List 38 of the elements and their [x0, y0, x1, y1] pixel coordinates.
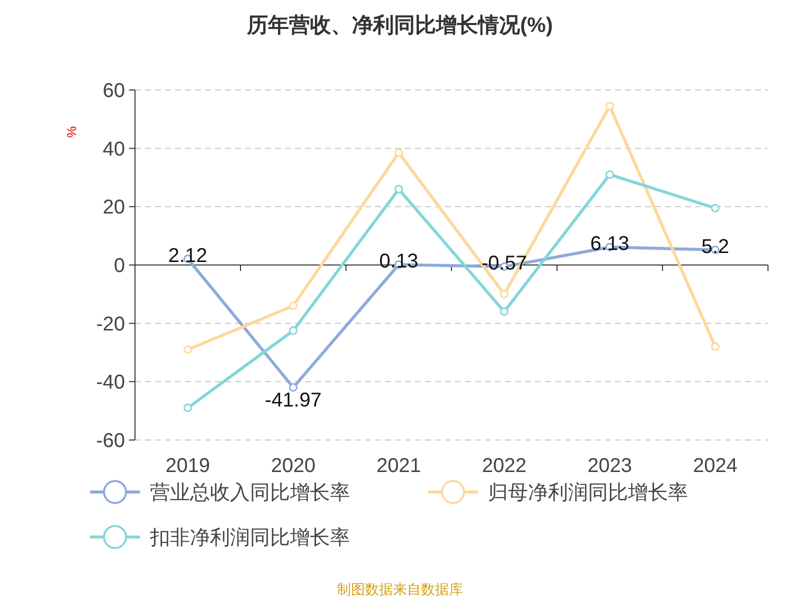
- y-tick-label: -40: [96, 372, 125, 394]
- point: [711, 204, 720, 212]
- x-tick-label: 2019: [166, 455, 210, 477]
- text: 制图数据来自数据库: [337, 581, 463, 597]
- data-label: 0.13: [379, 250, 418, 273]
- legend-label: 扣非净利润同比增长率: [149, 527, 350, 549]
- y-axis-title: %: [64, 126, 79, 138]
- point: [184, 345, 192, 354]
- point: [289, 326, 298, 335]
- x-tick-label: 2022: [482, 455, 526, 477]
- point: [500, 307, 508, 316]
- point: [289, 383, 298, 392]
- point: [500, 290, 508, 298]
- point: [606, 102, 614, 110]
- x-tick-label: 2020: [271, 455, 316, 477]
- data-label: 2.12: [168, 244, 208, 267]
- point: [606, 170, 614, 179]
- legend-label: 营业总收入同比增长率: [150, 482, 350, 504]
- y-tick-label: 40: [102, 138, 125, 160]
- point: [184, 404, 192, 412]
- x-tick-label: 2023: [588, 455, 632, 477]
- data-label: -41.97: [264, 389, 322, 412]
- legend-label: 归母净利润同比增长率: [488, 482, 688, 504]
- point: [711, 342, 720, 351]
- data-label: 6.13: [590, 233, 630, 256]
- data-label: 5.2: [701, 236, 730, 258]
- chart-title: 历年营收、净利同比增长情况(%): [246, 14, 553, 37]
- y-tick-label: 0: [114, 255, 125, 277]
- y-tick-label: 20: [102, 196, 125, 219]
- data-label: -0.57: [481, 252, 528, 275]
- x-tick-label: 2021: [376, 455, 421, 477]
- point: [394, 148, 403, 157]
- y-tick-label: -60: [96, 430, 125, 452]
- point: [289, 302, 298, 310]
- point: [394, 184, 403, 194]
- y-tick-label: -20: [96, 313, 125, 336]
- x-tick-label: 2024: [693, 455, 738, 477]
- y-tick-label: 60: [102, 80, 125, 102]
